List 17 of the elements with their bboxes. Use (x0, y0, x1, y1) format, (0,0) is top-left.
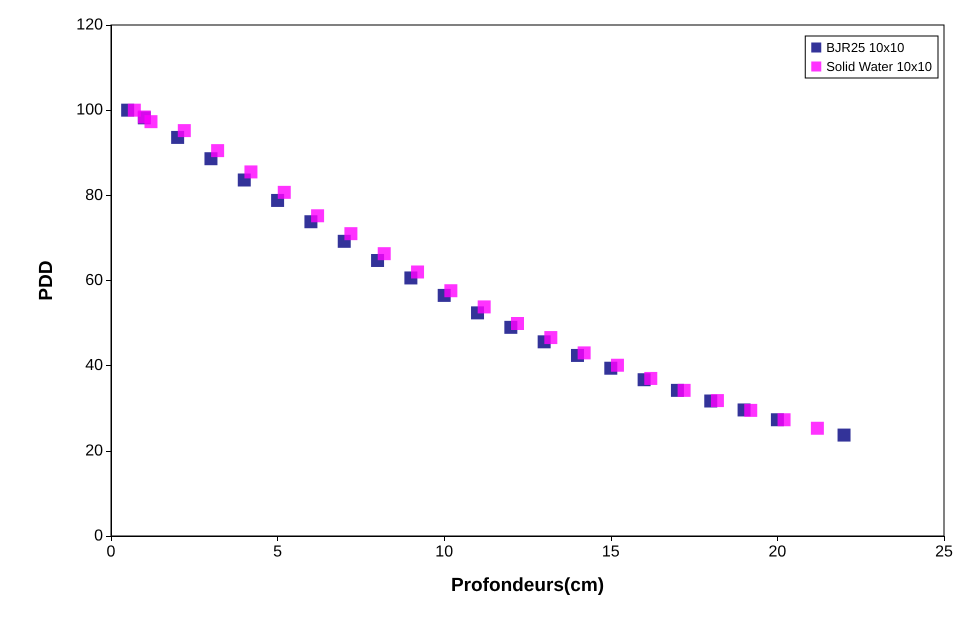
x-tick-label: 5 (273, 544, 282, 560)
y-tick-label: 40 (85, 357, 104, 374)
x-tick-label: 15 (602, 544, 620, 560)
y-tick-label: 0 (94, 528, 104, 544)
y-tick-label: 80 (85, 186, 104, 204)
x-tick-label: 0 (106, 544, 116, 560)
x-axis-title: Profondeurs(cm) (450, 575, 604, 596)
y-tick-label: 60 (85, 272, 104, 289)
legend-label: Solid Water 10x10 (826, 59, 932, 74)
x-tick-label: 20 (768, 544, 786, 560)
y-tick-label: 100 (76, 102, 104, 119)
x-tick-label: 25 (935, 544, 953, 560)
y-axis-title: PDD (36, 260, 57, 301)
y-tick-label: 120 (76, 16, 104, 34)
y-tick-label: 20 (85, 442, 104, 460)
x-tick-label: 10 (435, 544, 454, 560)
legend-label: BJR25 10x10 (826, 40, 904, 55)
